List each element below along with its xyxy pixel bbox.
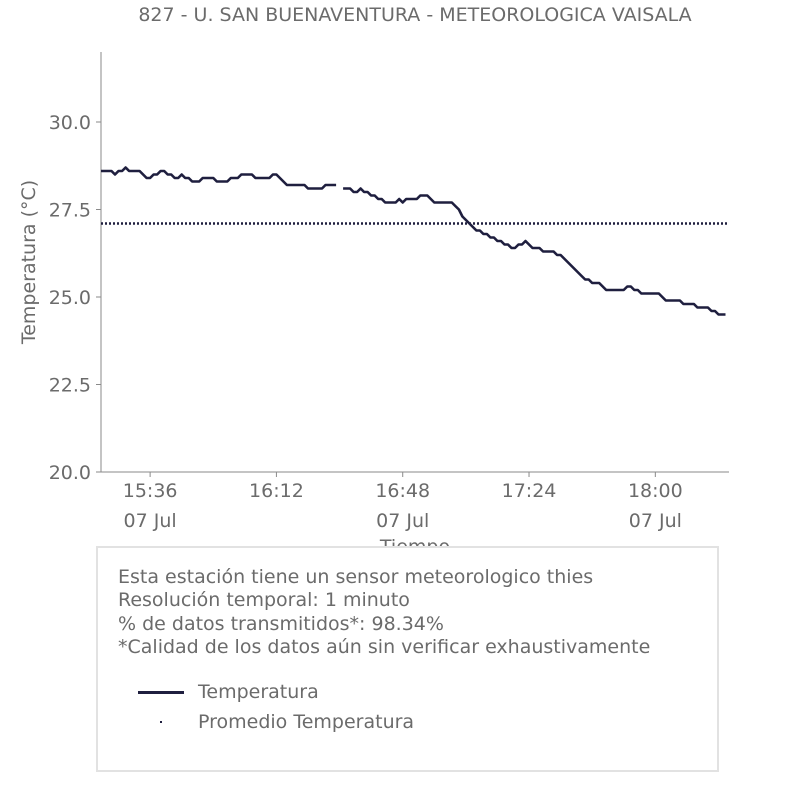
x-ticks: 15:36 07 Jul 16:12 16:48 07 Jul 17:24 18:00 07 … bbox=[123, 472, 683, 532]
y-ticks: 20.0 22.5 25.0 27.5 30.0 bbox=[49, 112, 101, 484]
info-quality-note: *Calidad de los datos aún sin verificar … bbox=[118, 635, 651, 658]
x-tick-label: 17:24 bbox=[502, 480, 557, 502]
y-tick-label: 25.0 bbox=[49, 287, 91, 309]
x-tick-date-label: 07 Jul bbox=[376, 510, 429, 532]
info-sensor: Esta estación tiene un sensor meteorolog… bbox=[118, 566, 594, 588]
legend-dot-swatch bbox=[138, 710, 184, 734]
x-tick-date-label: 07 Jul bbox=[629, 510, 682, 532]
x-tick-label: 16:48 bbox=[375, 480, 430, 502]
info-resolution: Resolución temporal: 1 minuto bbox=[118, 589, 410, 612]
x-tick-label: 15:36 bbox=[123, 480, 178, 502]
y-axis-title: Temperatura (°C) bbox=[18, 180, 40, 345]
legend-line-swatch bbox=[138, 680, 184, 704]
x-tick-date-label: 07 Jul bbox=[124, 510, 177, 532]
y-tick-label: 22.5 bbox=[49, 375, 91, 397]
y-tick-label: 30.0 bbox=[49, 112, 91, 134]
legend-label-temperatura: Temperatura bbox=[198, 681, 319, 703]
legend-label-promedio: Promedio Temperatura bbox=[198, 711, 415, 733]
info-box: Esta estación tiene un sensor meteorolog… bbox=[96, 546, 719, 772]
y-tick-label: 20.0 bbox=[49, 462, 91, 484]
x-tick-label: 16:12 bbox=[249, 480, 304, 502]
info-transmitted: % de datos transmitidos*: 98.34% bbox=[118, 612, 444, 635]
legend-item-promedio: Promedio Temperatura bbox=[138, 710, 414, 734]
info-text: Esta estación tiene un sensor meteorolog… bbox=[118, 566, 650, 659]
legend-item-temperatura: Temperatura bbox=[138, 680, 319, 704]
y-tick-label: 27.5 bbox=[49, 200, 91, 222]
chart-title: 827 - U. SAN BUENAVENTURA - METEOROLOGIC… bbox=[138, 4, 691, 26]
temperature-chart: 827 - U. SAN BUENAVENTURA - METEOROLOGIC… bbox=[18, 4, 729, 558]
x-tick-label: 18:00 bbox=[628, 480, 683, 502]
series-temperatura bbox=[101, 166, 726, 316]
plot-area: 20.0 22.5 25.0 27.5 30.0 15:36 07 Jul 16:12 16:… bbox=[49, 52, 729, 532]
